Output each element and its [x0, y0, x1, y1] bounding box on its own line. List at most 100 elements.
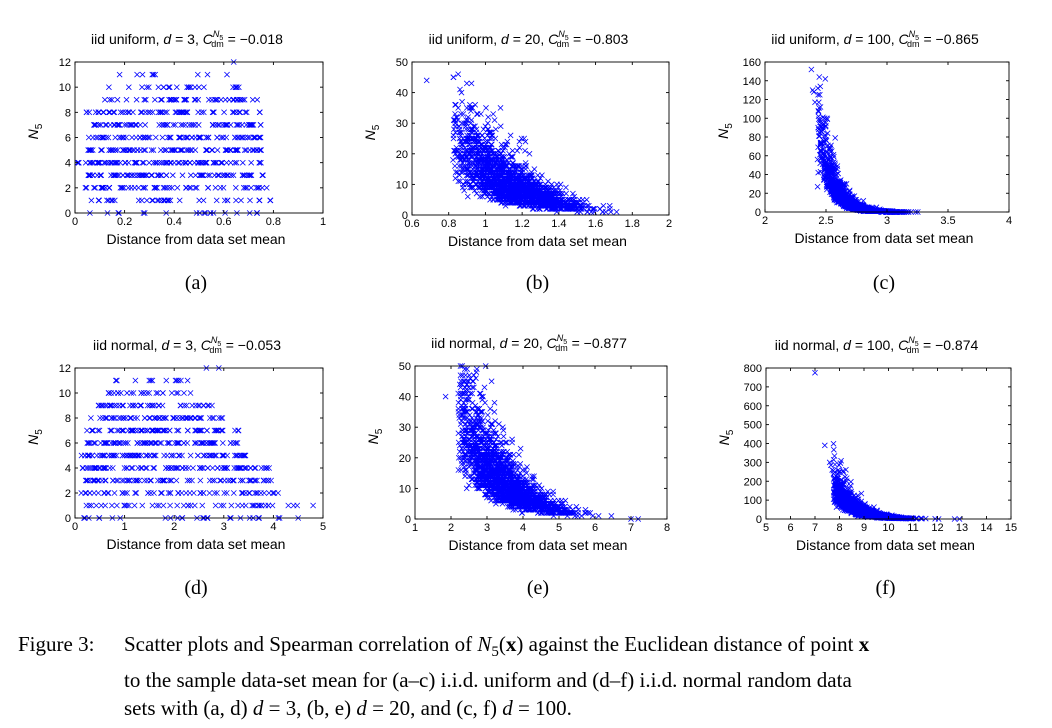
data-point [126, 122, 133, 128]
data-point [224, 147, 231, 153]
data-point [93, 502, 100, 509]
data-point [125, 147, 132, 153]
data-point [238, 197, 244, 204]
data-point [218, 159, 224, 166]
data-point [211, 159, 217, 166]
data-point [155, 172, 162, 179]
data-point [118, 184, 125, 191]
data-point [224, 172, 230, 179]
y-tick-label: 0 [755, 207, 761, 219]
data-point [152, 159, 159, 166]
data-point [95, 122, 102, 128]
data-point [198, 109, 205, 116]
x-tick-label: 0.6 [216, 216, 231, 228]
data-point [245, 134, 251, 141]
data-point [220, 184, 227, 191]
data-point [217, 184, 224, 191]
data-point [178, 147, 185, 153]
data-point [159, 109, 166, 116]
data-point [114, 502, 120, 509]
x-axis-label: Distance from data set mean [448, 233, 627, 249]
data-point [509, 147, 516, 154]
data-point [221, 109, 227, 116]
data-point [158, 172, 165, 179]
data-point [181, 96, 188, 103]
y-tick-label: 100 [743, 113, 761, 125]
data-point [149, 197, 155, 204]
data-point [177, 134, 184, 141]
data-point [235, 502, 241, 509]
data-point [253, 184, 260, 191]
data-point [158, 96, 164, 103]
data-point [201, 84, 207, 91]
data-point [145, 134, 152, 141]
data-point [491, 117, 498, 123]
y-tick-label: 10 [396, 179, 408, 191]
data-point [140, 159, 147, 166]
data-point [149, 172, 155, 179]
y-tick-label: 140 [743, 76, 761, 88]
data-point [252, 134, 258, 141]
data-point [100, 109, 107, 116]
data-point [187, 147, 194, 153]
data-point [156, 122, 163, 128]
data-point [263, 184, 270, 191]
data-point [239, 502, 246, 509]
data-point [232, 147, 238, 153]
data-point [116, 122, 123, 128]
data-point [236, 122, 243, 128]
data-point [114, 159, 121, 166]
data-point [455, 105, 462, 111]
y-tick-label: 6 [65, 133, 71, 145]
y-axis-label: N5 [362, 124, 382, 140]
data-point [141, 96, 148, 103]
x-tick-label: 1 [482, 218, 488, 230]
axis-ticks [764, 61, 1010, 213]
data-point [118, 134, 124, 141]
data-point [183, 159, 190, 166]
data-point [563, 184, 569, 191]
data-point [247, 134, 253, 141]
data-point [236, 109, 243, 116]
data-point [87, 172, 94, 179]
data-point [143, 84, 150, 91]
data-point [142, 96, 149, 103]
data-point [492, 126, 499, 133]
data-point [159, 96, 165, 103]
data-point [163, 172, 170, 179]
data-point [600, 202, 607, 209]
data-point [167, 159, 173, 166]
data-point [249, 96, 256, 103]
data-point [816, 74, 823, 80]
data-point [102, 502, 109, 509]
data-point [563, 190, 569, 197]
data-point [98, 172, 105, 179]
data-point [134, 159, 140, 166]
data-point [166, 84, 173, 91]
x-tick-label: 0.8 [441, 218, 456, 230]
data-point [203, 147, 209, 153]
data-point [509, 154, 515, 160]
data-point [141, 147, 147, 153]
data-point [98, 147, 104, 153]
data-point [149, 71, 156, 78]
data-point [239, 122, 246, 128]
data-point [127, 147, 134, 153]
data-point [102, 96, 108, 103]
data-point [180, 109, 187, 116]
data-point [173, 96, 180, 103]
data-point [160, 84, 167, 91]
data-point [212, 96, 218, 103]
data-point [812, 99, 818, 106]
y-tick-label: 2 [65, 183, 71, 195]
data-point [483, 105, 489, 111]
data-point [221, 197, 228, 204]
data-point [166, 134, 173, 141]
data-point [215, 122, 221, 128]
data-point [140, 184, 146, 191]
data-point [210, 122, 216, 128]
data-point [214, 134, 220, 141]
data-point [160, 184, 167, 191]
data-point [209, 109, 216, 116]
data-point [183, 134, 189, 141]
